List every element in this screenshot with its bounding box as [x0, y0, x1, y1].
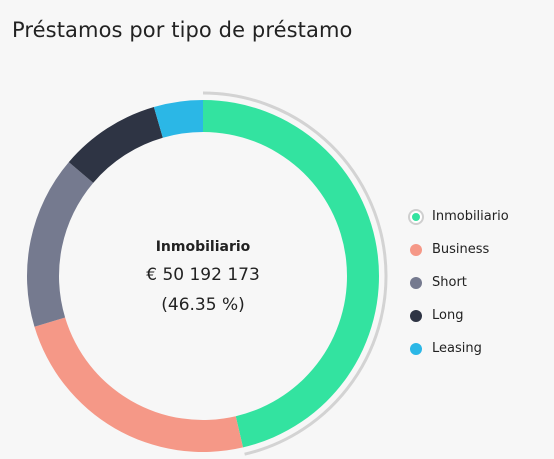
legend-item-long[interactable]: Long — [410, 299, 509, 332]
legend-swatch-long — [410, 309, 422, 322]
chart-legend: Inmobiliario Business Short Long Leasing — [410, 200, 509, 365]
legend-label-leasing: Leasing — [432, 341, 482, 356]
slice-business[interactable] — [34, 317, 244, 452]
center-label-amount: € 50 192 173 — [146, 265, 260, 285]
legend-label-inmobiliario: Inmobiliario — [432, 209, 509, 224]
legend-item-leasing[interactable]: Leasing — [410, 332, 509, 365]
center-label-percent: (46.35 %) — [161, 295, 245, 315]
legend-label-short: Short — [432, 275, 467, 290]
legend-swatch-inmobiliario — [410, 210, 422, 223]
legend-item-short[interactable]: Short — [410, 266, 509, 299]
legend-swatch-leasing — [410, 342, 422, 355]
slice-short[interactable] — [27, 162, 94, 327]
legend-item-inmobiliario[interactable]: Inmobiliario — [410, 200, 509, 233]
legend-item-business[interactable]: Business — [410, 233, 509, 266]
legend-label-business: Business — [432, 242, 490, 257]
highlight-ring-inmobiliario — [202, 91, 388, 456]
slice-inmobiliario[interactable] — [203, 99, 380, 448]
slice-long[interactable] — [68, 106, 163, 183]
legend-swatch-short — [410, 276, 422, 289]
center-label-name: Inmobiliario — [156, 239, 251, 255]
chart-title: Préstamos por tipo de préstamo — [12, 18, 353, 42]
slice-leasing[interactable] — [153, 100, 203, 138]
legend-swatch-business — [410, 243, 422, 256]
donut-slices — [27, 91, 388, 456]
legend-label-long: Long — [432, 308, 464, 323]
